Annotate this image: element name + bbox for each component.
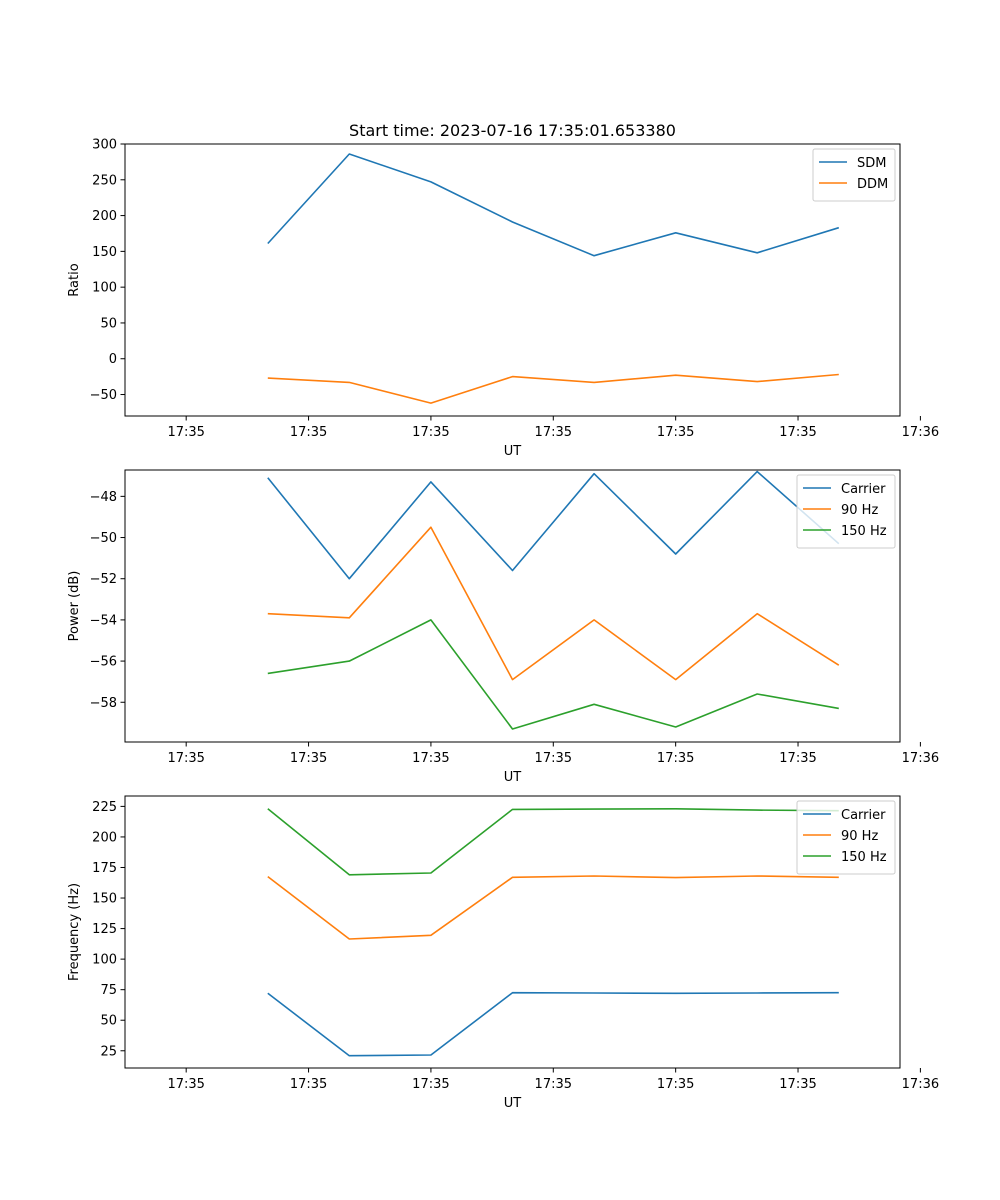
series-line-sdm [267, 153, 840, 257]
y-tick-label: 150 [92, 892, 117, 907]
y-tick-label: 125 [92, 922, 117, 937]
y-tick-label: 100 [92, 281, 117, 296]
series-line-90-hz [267, 875, 839, 940]
axes-frame [124, 143, 901, 417]
series-line-90-hz [267, 526, 840, 681]
x-tick-label: 17:35 [657, 425, 694, 440]
y-tick-label: 200 [92, 830, 117, 845]
x-tick-label: 17:35 [412, 425, 449, 440]
legend-label: 150 Hz [841, 524, 887, 539]
series-line-150-hz [267, 619, 839, 730]
series-line-carrier [267, 470, 840, 580]
x-tick-label: 17:35 [167, 1077, 204, 1092]
x-tick-label: 17:35 [657, 751, 694, 766]
chart-title: Start time: 2023-07-16 17:35:01.653380 [349, 121, 676, 140]
y-tick-label: −50 [90, 531, 117, 546]
x-axis-label: UT [504, 770, 522, 785]
series-line-ddm [267, 373, 839, 404]
y-tick-label: −58 [90, 696, 117, 711]
x-tick-label: 17:35 [779, 1077, 816, 1092]
x-tick-label: 17:35 [167, 751, 204, 766]
y-tick-label: 300 [92, 138, 117, 153]
x-tick-label: 17:35 [167, 425, 204, 440]
x-tick-label: 17:35 [290, 425, 327, 440]
y-tick-label: −52 [90, 572, 117, 587]
y-axis-label: Frequency (Hz) [67, 883, 82, 981]
chart-panel-3: 17:35 17:35 17:35 17:35 17:35 17:35 17:36 25 50 7… [67, 795, 939, 1111]
charts-container: 17:35 17:35 17:35 17:35 17:35 17:35 17:36 −50 0 5… [67, 121, 939, 1111]
y-tick-label: 75 [100, 983, 117, 998]
x-tick-label: 17:35 [657, 1077, 694, 1092]
x-tick-label: 17:35 [535, 1077, 572, 1092]
y-axis-label: Power (dB) [67, 571, 82, 642]
x-tick-label: 17:35 [290, 1077, 327, 1092]
legend-label: Carrier [841, 482, 886, 497]
legend-label: DDM [857, 177, 888, 192]
x-tick-label: 17:36 [902, 425, 939, 440]
y-tick-label: −48 [90, 490, 117, 505]
legend-label: 90 Hz [841, 829, 878, 844]
series-line-150-hz [267, 807, 839, 876]
x-tick-label: 17:35 [779, 751, 816, 766]
y-tick-label: 225 [92, 800, 117, 815]
x-tick-label: 17:35 [412, 1077, 449, 1092]
x-tick-label: 17:36 [902, 751, 939, 766]
chart-panel-2: 17:35 17:35 17:35 17:35 17:35 17:35 17:36 −58 −5… [67, 469, 939, 785]
y-tick-label: −54 [90, 613, 117, 628]
y-tick-label: 0 [109, 352, 117, 367]
legend-label: Carrier [841, 808, 886, 823]
legend-label: 90 Hz [841, 503, 878, 518]
legend-label: 150 Hz [841, 850, 887, 865]
x-tick-label: 17:35 [412, 751, 449, 766]
x-tick-label: 17:35 [290, 751, 327, 766]
y-tick-label: 175 [92, 861, 117, 876]
x-axis-label: UT [504, 444, 522, 459]
legend-label: SDM [857, 156, 886, 171]
y-tick-label: 150 [92, 245, 117, 260]
x-tick-label: 17:35 [535, 425, 572, 440]
y-axis-label: Ratio [67, 263, 82, 296]
y-tick-label: 200 [92, 209, 117, 224]
y-tick-label: 50 [100, 316, 117, 331]
x-axis-label: UT [504, 1096, 522, 1111]
legend: Carrier 90 Hz 150 Hz [796, 800, 896, 875]
y-tick-label: 50 [100, 1014, 117, 1029]
legend: SDM DDM [812, 148, 896, 202]
chart-panel-1: 17:35 17:35 17:35 17:35 17:35 17:35 17:36 −50 0 5… [67, 121, 939, 459]
series-line-carrier [267, 991, 839, 1057]
x-tick-label: 17:36 [902, 1077, 939, 1092]
y-tick-label: 250 [92, 173, 117, 188]
x-tick-label: 17:35 [535, 751, 572, 766]
y-tick-label: −56 [90, 655, 117, 670]
axes-frame [124, 469, 901, 743]
legend: Carrier 90 Hz 150 Hz [796, 474, 896, 549]
axes-frame [124, 795, 901, 1069]
y-tick-label: −50 [90, 388, 117, 403]
y-tick-label: 25 [100, 1044, 117, 1059]
y-tick-label: 100 [92, 953, 117, 968]
x-tick-label: 17:35 [779, 425, 816, 440]
